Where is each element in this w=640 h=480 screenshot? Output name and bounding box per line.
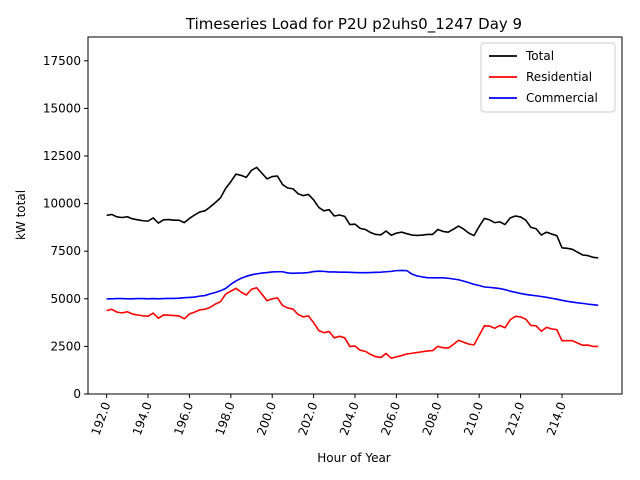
x-tick-label: 194.0 [130, 400, 155, 437]
series-line-residential [106, 286, 599, 360]
y-tick-label: 0 [73, 387, 81, 401]
x-axis-label: Hour of Year [317, 451, 391, 465]
legend-label-residential: Residential [526, 70, 592, 84]
x-tick-label: 192.0 [89, 400, 114, 437]
y-tick-label: 10000 [43, 197, 81, 211]
x-tick-label: 214.0 [544, 400, 569, 437]
x-tick-label: 200.0 [254, 400, 279, 437]
y-tick-label: 2500 [50, 339, 81, 353]
y-tick-label: 7500 [50, 244, 81, 258]
plot-lines [106, 166, 599, 360]
legend: Total Residential Commercial [480, 42, 616, 113]
legend-label-commercial: Commercial [526, 91, 598, 105]
x-tick-label: 198.0 [213, 400, 238, 437]
x-tick-label: 212.0 [502, 400, 527, 437]
x-tick-label: 208.0 [420, 400, 445, 437]
series-line-commercial [106, 269, 599, 307]
y-tick-label: 12500 [43, 149, 81, 163]
legend-label-total: Total [525, 49, 554, 63]
x-tick-label: 196.0 [171, 400, 196, 437]
x-tick-label: 204.0 [337, 400, 362, 437]
x-tick-label: 210.0 [461, 400, 486, 437]
y-axis-label: kW total [14, 190, 28, 240]
x-tick-label: 202.0 [296, 400, 321, 437]
y-tick-label: 5000 [50, 292, 81, 306]
y-tick-label: 15000 [43, 101, 81, 115]
x-tick-label: 206.0 [378, 400, 403, 437]
y-tick-label: 17500 [43, 54, 81, 68]
chart-title: Timeseries Load for P2U p2uhs0_1247 Day … [185, 15, 522, 34]
series-line-total [106, 166, 599, 259]
legend-box [480, 42, 616, 113]
